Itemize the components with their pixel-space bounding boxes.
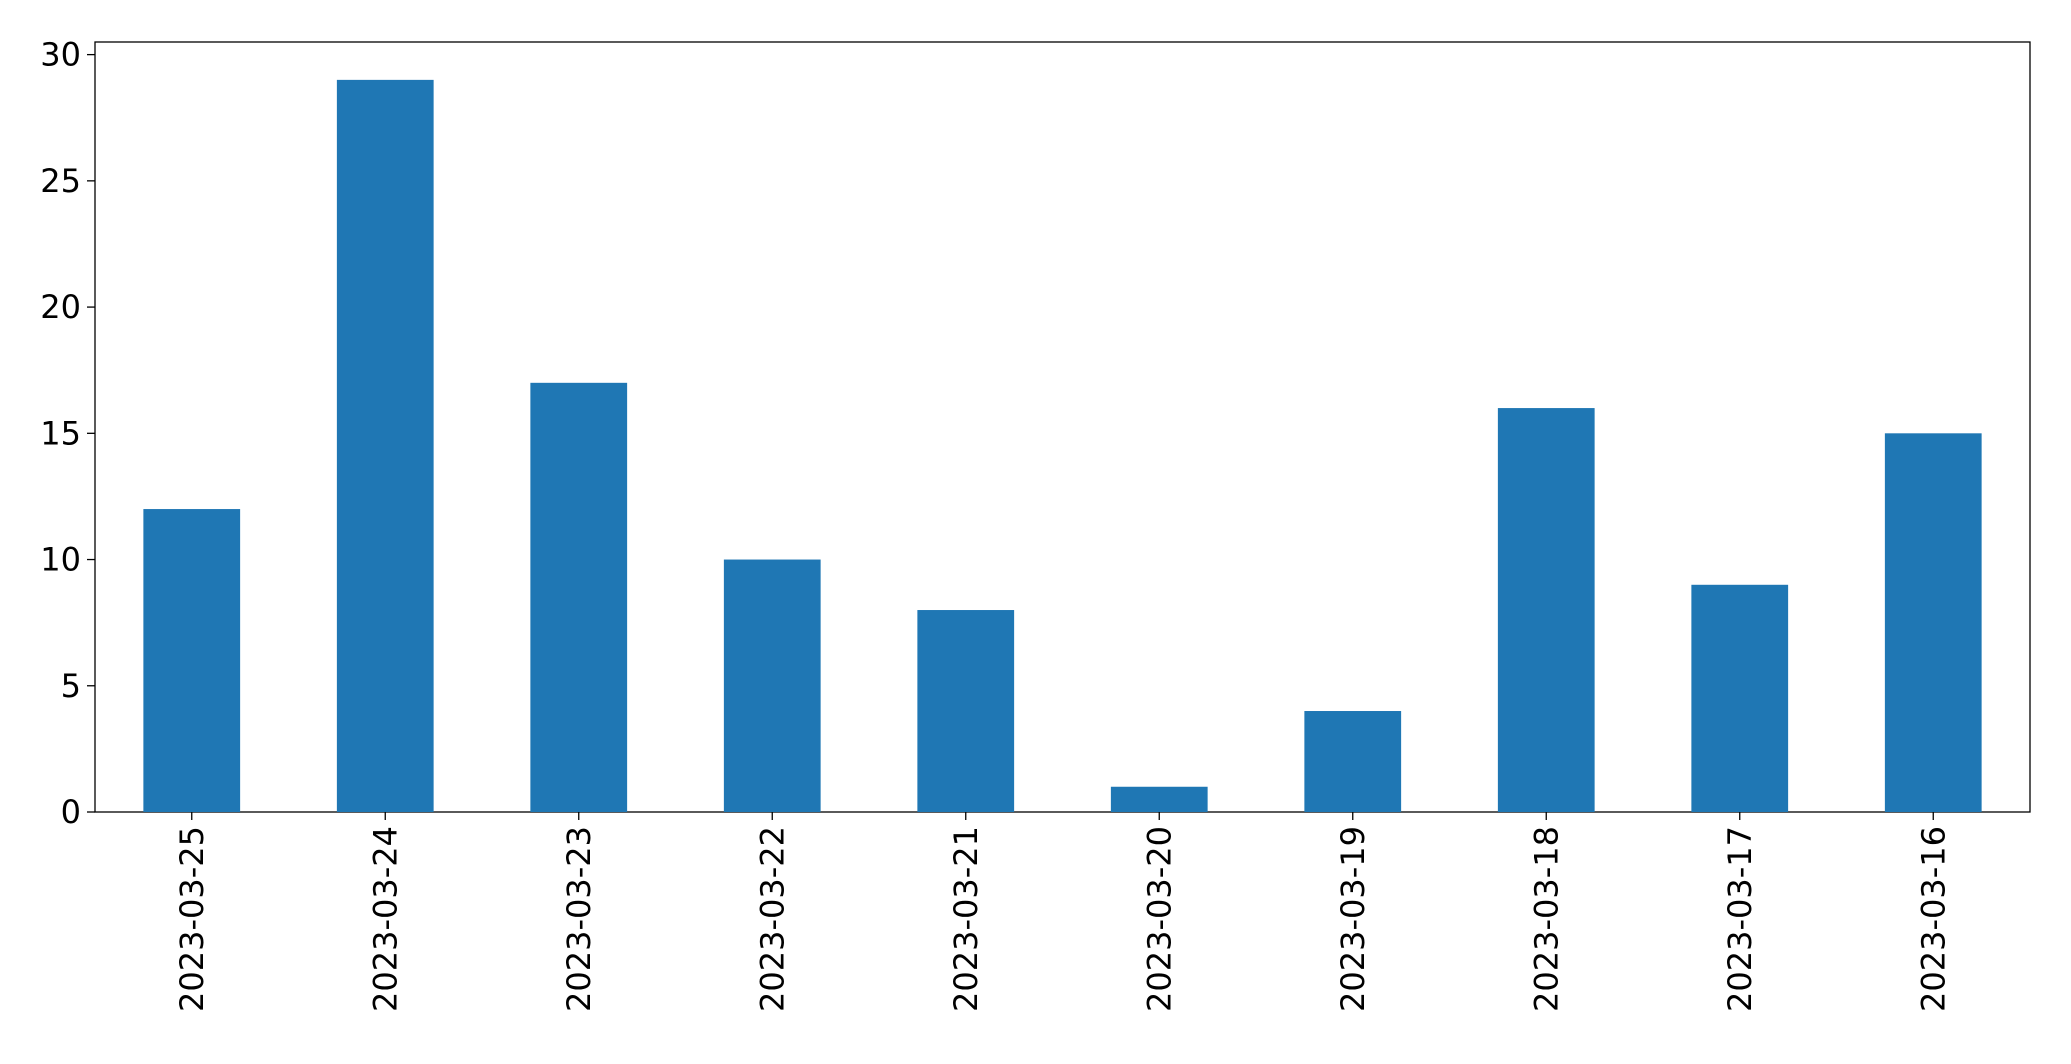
y-tick-label: 30 [40,36,81,74]
x-tick-label: 2023-03-22 [753,826,791,1012]
bar [1304,711,1402,812]
y-tick-label: 5 [61,667,81,705]
axes-frame [94,41,2031,813]
bar [723,559,821,812]
x-tick-label: 2023-03-21 [947,826,985,1012]
bar [143,509,241,812]
x-tick-label: 2023-03-25 [173,826,211,1012]
bar [1691,584,1789,812]
y-tick-label: 0 [61,793,81,831]
bar [336,79,434,813]
x-tick-label: 2023-03-19 [1334,826,1372,1012]
bar [530,382,628,812]
bar [1110,786,1208,812]
y-tick-label: 25 [40,162,81,200]
y-tick-label: 20 [40,288,81,326]
x-tick-label: 2023-03-18 [1527,826,1565,1012]
y-tick-label: 15 [40,414,81,452]
x-tick-label: 2023-03-17 [1721,826,1759,1012]
x-tick-label: 2023-03-24 [366,826,404,1012]
x-tick-label: 2023-03-23 [560,826,598,1012]
y-tick-label: 10 [40,541,81,579]
bar [1884,433,1982,812]
x-tick-label: 2023-03-20 [1140,826,1178,1012]
bar [917,610,1015,812]
x-tick-label: 2023-03-16 [1914,826,1952,1012]
bar [1497,408,1595,812]
